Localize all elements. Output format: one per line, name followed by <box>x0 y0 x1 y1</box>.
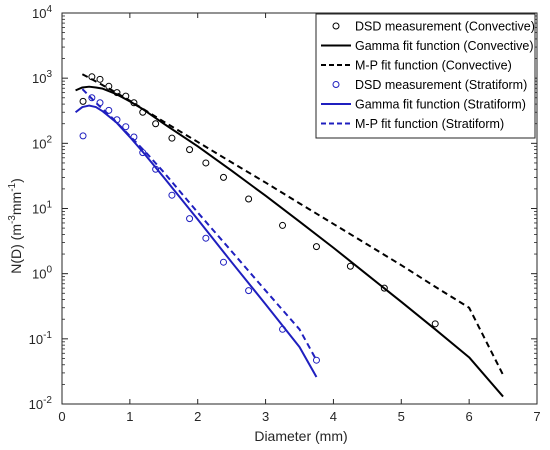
x-tick-label: 7 <box>533 409 540 424</box>
data-point <box>245 287 253 295</box>
axes-layer: 0 1 2 3 4 5 6 7 10-2 10-1 100 101 102 103 104 <box>29 4 541 424</box>
series-line <box>75 85 504 398</box>
legend-label: Gamma fit function (Convective) <box>355 39 534 53</box>
data-point <box>168 134 176 142</box>
series-5 <box>81 88 318 361</box>
y-tick-label: 101 <box>32 200 52 217</box>
legend-item-4: Gamma fit function (Stratiform) <box>321 98 526 112</box>
series-4 <box>74 104 318 378</box>
data-point <box>168 191 176 199</box>
data-point <box>186 215 194 223</box>
series-2 <box>81 73 504 376</box>
legend-box <box>315 13 536 139</box>
y-tick-label: 104 <box>32 4 52 21</box>
data-point <box>202 159 210 167</box>
legend-label: DSD measurement (Stratiform) <box>355 78 527 92</box>
data-point <box>380 284 388 292</box>
legend-label: DSD measurement (Convective) <box>355 20 535 34</box>
data-point <box>312 243 320 251</box>
y-tick-label: 10-2 <box>29 395 53 412</box>
x-tick-label: 0 <box>58 409 65 424</box>
legend-item-5: M-P fit function (Stratiform) <box>321 117 504 131</box>
series-line <box>81 73 504 376</box>
series-layer <box>74 73 504 398</box>
y-axis-label: N(D) (m-3mm-1) <box>7 178 24 274</box>
data-point <box>202 234 210 242</box>
series-line <box>74 104 318 378</box>
x-tick-label: 1 <box>126 409 133 424</box>
legend-label: Gamma fit function (Stratiform) <box>355 98 526 112</box>
data-point <box>122 123 130 131</box>
x-tick-label: 6 <box>466 409 473 424</box>
data-point <box>96 75 104 83</box>
x-tick-label: 5 <box>398 409 405 424</box>
legend-item-1: Gamma fit function (Convective) <box>321 39 534 53</box>
legend-label: M-P fit function (Stratiform) <box>355 117 504 131</box>
x-tick-label: 2 <box>194 409 201 424</box>
legend-item-2: M-P fit function (Convective) <box>321 59 512 73</box>
data-point <box>79 97 87 105</box>
data-point <box>220 173 227 181</box>
series-1 <box>75 85 504 398</box>
y-tick-label: 103 <box>32 69 52 86</box>
x-axis-label: Diameter (mm) <box>254 428 347 444</box>
y-tick-label: 10-1 <box>29 330 53 347</box>
legend-label: M-P fit function (Convective) <box>355 59 512 73</box>
data-point <box>79 132 87 140</box>
y-tick-label: 100 <box>32 265 52 282</box>
x-tick-label: 3 <box>262 409 269 424</box>
data-point <box>220 258 227 266</box>
data-point <box>312 356 320 364</box>
data-point <box>152 120 160 128</box>
legend-item-3: DSD measurement (Stratiform) <box>332 78 527 92</box>
data-point <box>245 195 253 203</box>
data-point <box>431 320 439 328</box>
data-point <box>88 94 96 102</box>
legend: DSD measurement (Convective) Gamma fit fu… <box>315 13 536 139</box>
legend-marker <box>332 22 340 30</box>
data-point <box>186 146 194 154</box>
data-point <box>346 262 354 270</box>
series-line <box>81 88 318 361</box>
legend-item-0: DSD measurement (Convective) <box>332 20 535 34</box>
legend-marker <box>332 81 340 88</box>
y-tick-label: 102 <box>32 134 52 151</box>
x-tick-label: 4 <box>330 409 337 424</box>
data-point <box>279 221 287 229</box>
